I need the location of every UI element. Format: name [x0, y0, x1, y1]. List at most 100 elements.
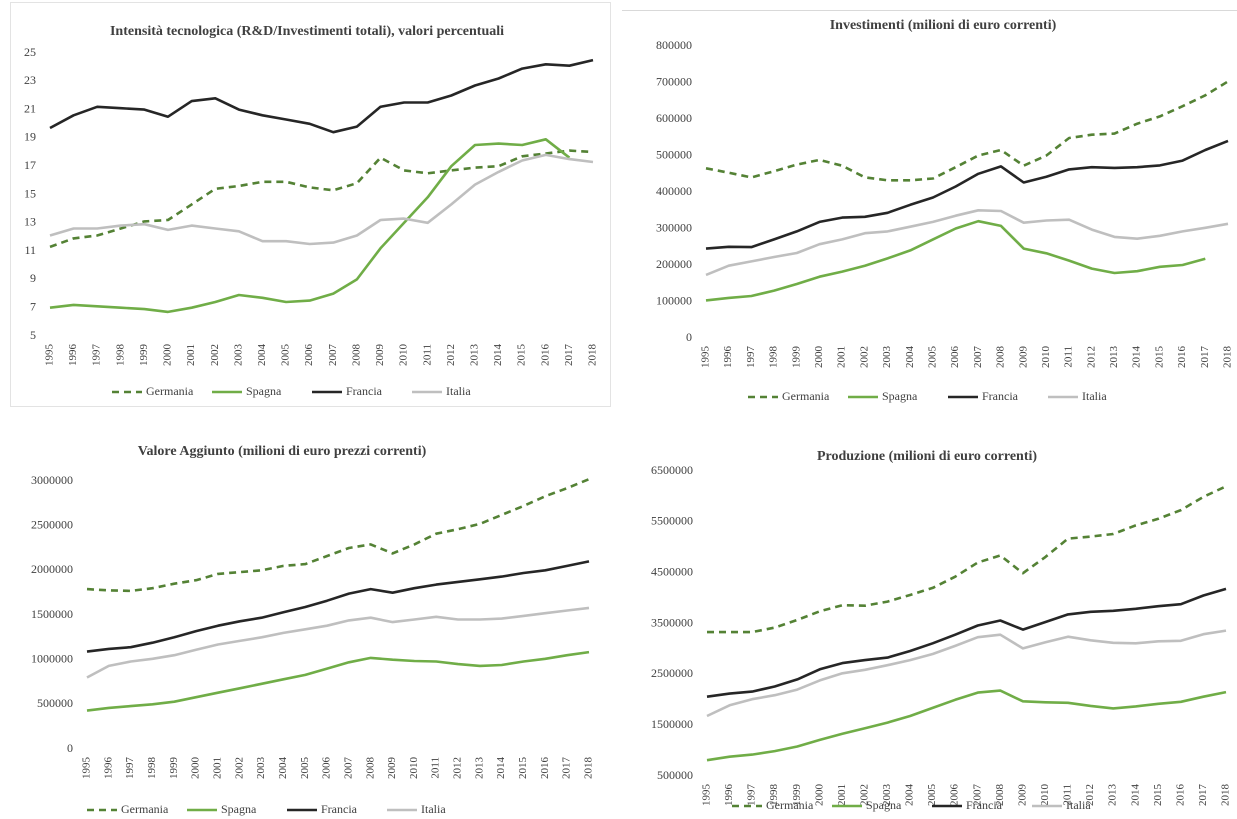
x-tick-label: 2018	[1222, 346, 1234, 369]
x-tick-label: 2016	[539, 344, 551, 367]
y-tick-label: 4500000	[651, 564, 693, 578]
x-tick-label: 2008	[364, 757, 376, 780]
y-tick-label: 200000	[656, 257, 692, 271]
legend-label: Francia	[346, 384, 383, 398]
x-tick-label: 2004	[256, 344, 268, 367]
x-tick-label: 2001	[836, 346, 848, 368]
x-tick-label: 2007	[327, 344, 339, 367]
x-tick-label: 1996	[722, 346, 734, 369]
series-line	[86, 477, 590, 593]
x-tick-label: 2010	[1039, 784, 1051, 807]
y-tick-label: 1500000	[651, 717, 693, 731]
chart-title: Intensità tecnologica (R&D/Investimenti …	[110, 24, 504, 39]
x-tick-label: 2010	[398, 344, 410, 367]
y-tick-label: 0	[686, 330, 692, 344]
x-tick-label: 2003	[232, 344, 244, 367]
chart-title: Investimenti (milioni di euro correnti)	[830, 18, 1057, 33]
x-tick-label: 2004	[904, 346, 916, 369]
x-tick-label: 2014	[495, 757, 507, 780]
x-tick-label: 2001	[836, 784, 848, 806]
x-tick-label: 2003	[881, 346, 893, 369]
y-tick-label: 1000000	[31, 651, 73, 665]
x-tick-label: 2001	[211, 757, 223, 779]
x-tick-label: 1997	[91, 344, 103, 367]
x-tick-label: 1998	[114, 344, 126, 367]
series-line	[49, 58, 594, 134]
legend-label: Italia	[421, 802, 446, 816]
x-tick-label: 2011	[421, 344, 433, 366]
y-tick-label: 500000	[656, 147, 692, 161]
x-tick-label: 1995	[81, 757, 93, 780]
series-line	[49, 153, 594, 246]
x-tick-label: 2011	[1063, 346, 1075, 368]
y-tick-label: 11	[24, 243, 36, 257]
x-tick-label: 2013	[468, 344, 480, 367]
x-tick-label: 2016	[1174, 784, 1186, 807]
y-tick-label: 0	[67, 741, 73, 755]
x-tick-label: 2014	[492, 343, 504, 366]
x-tick-label: 2015	[1152, 784, 1164, 807]
legend-label: Italia	[1082, 389, 1107, 403]
x-tick-label: 2014	[1129, 784, 1141, 807]
y-tick-label: 300000	[656, 220, 692, 234]
legend-label: Germania	[121, 802, 169, 816]
x-tick-label: 1998	[768, 346, 780, 369]
y-tick-label: 500000	[657, 768, 693, 782]
x-tick-label: 2007	[971, 784, 983, 807]
x-tick-label: 2006	[949, 784, 961, 807]
x-tick-label: 2017	[1199, 346, 1211, 369]
y-tick-label: 23	[24, 73, 36, 87]
x-tick-label: 1997	[124, 757, 136, 780]
x-tick-label: 2005	[926, 346, 938, 369]
x-tick-label: 2000	[813, 784, 825, 807]
y-tick-label: 25	[24, 45, 36, 59]
y-tick-label: 5	[30, 328, 36, 342]
y-tick-label: 5500000	[651, 514, 693, 528]
y-tick-label: 500000	[37, 696, 73, 710]
x-tick-label: 2009	[1017, 346, 1029, 369]
x-tick-label: 2007	[342, 757, 354, 780]
x-tick-label: 2009	[374, 344, 386, 367]
x-tick-label: 2014	[1131, 346, 1143, 369]
x-tick-label: 2016	[1176, 346, 1188, 369]
x-tick-label: 2002	[858, 784, 870, 806]
x-tick-label: 2002	[233, 757, 245, 779]
legend-label: Francia	[982, 389, 1019, 403]
y-tick-label: 21	[24, 101, 36, 115]
y-tick-label: 7	[30, 299, 36, 313]
y-tick-label: 19	[24, 130, 36, 144]
x-tick-label: 2010	[1040, 346, 1052, 369]
y-tick-label: 2000000	[31, 562, 73, 576]
x-tick-label: 2013	[473, 757, 485, 780]
y-tick-label: 6500000	[651, 463, 693, 477]
series-line	[705, 80, 1229, 182]
legend-label: Italia	[1066, 798, 1091, 812]
x-tick-label: 2012	[1084, 784, 1096, 806]
x-tick-label: 2007	[972, 346, 984, 369]
series-line	[706, 629, 1227, 718]
x-tick-label: 1999	[138, 344, 150, 367]
series-line	[705, 139, 1229, 250]
x-tick-label: 2013	[1107, 784, 1119, 807]
x-tick-label: 2006	[321, 757, 333, 780]
series-line	[705, 209, 1229, 277]
x-tick-label: 1996	[67, 344, 79, 367]
x-tick-label: 2012	[1085, 346, 1097, 368]
x-tick-label: 2006	[949, 346, 961, 369]
chart-title: Produzione (milioni di euro correnti)	[817, 449, 1037, 464]
x-tick-label: 2010	[408, 757, 420, 780]
y-tick-label: 13	[24, 215, 36, 229]
y-tick-label: 100000	[656, 293, 692, 307]
x-tick-label: 1995	[700, 346, 712, 369]
x-tick-label: 2011	[1062, 784, 1074, 806]
x-tick-label: 2001	[185, 344, 197, 366]
x-tick-label: 2008	[995, 346, 1007, 369]
series-line	[86, 650, 590, 712]
y-tick-label: 800000	[656, 38, 692, 52]
legend-label: Spagna	[866, 798, 902, 812]
x-tick-label: 2018	[587, 344, 599, 367]
legend-label: Francia	[321, 802, 358, 816]
x-tick-label: 2005	[926, 784, 938, 807]
x-tick-label: 2005	[280, 344, 292, 367]
